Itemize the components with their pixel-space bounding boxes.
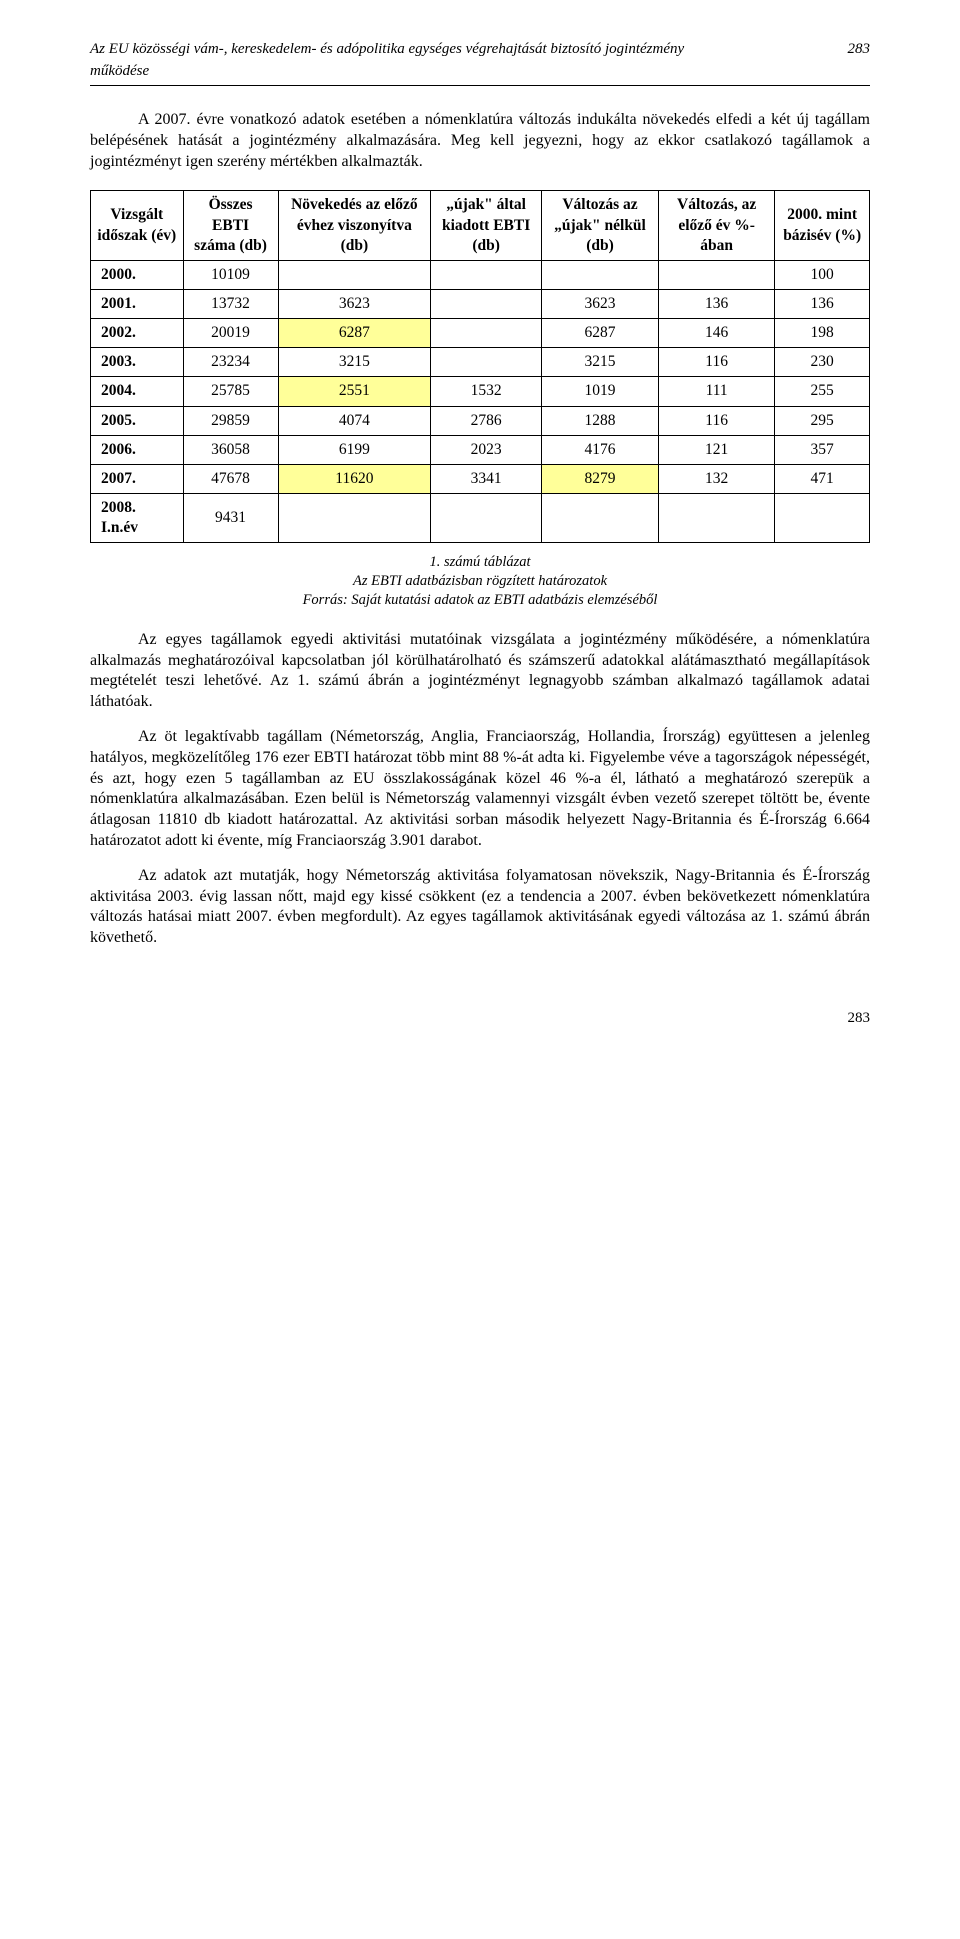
table-cell: 471: [775, 464, 870, 493]
table-cell: 136: [775, 289, 870, 318]
paragraph-1: A 2007. évre vonatkozó adatok esetében a…: [90, 110, 870, 172]
table-cell: [431, 319, 542, 348]
table-cell: [431, 260, 542, 289]
table-cell: [658, 260, 774, 289]
table-row: 2008. I.n.év9431: [91, 493, 870, 542]
header-page-top: 283: [848, 40, 871, 60]
th-growth: Növekedés az előző évhez viszonyítva (db…: [278, 191, 431, 260]
table-cell: 198: [775, 319, 870, 348]
table-cell: 36058: [183, 435, 278, 464]
table-cell: 146: [658, 319, 774, 348]
table-cell: 116: [658, 348, 774, 377]
table-cell: 255: [775, 377, 870, 406]
th-new: „újak" által kiadott EBTI (db): [431, 191, 542, 260]
th-without-new: Változás az „újak" nélkül (db): [542, 191, 659, 260]
table-cell: 2008. I.n.év: [91, 493, 184, 542]
table-cell: 295: [775, 406, 870, 435]
th-pct-prev: Változás, az előző év %-ában: [658, 191, 774, 260]
table-cell: 3215: [278, 348, 431, 377]
table-cell: 23234: [183, 348, 278, 377]
table-row: 2006.36058619920234176121357: [91, 435, 870, 464]
th-total: Összes EBTI száma (db): [183, 191, 278, 260]
table-cell: 29859: [183, 406, 278, 435]
table-cell: [542, 260, 659, 289]
table-cell: 2005.: [91, 406, 184, 435]
table-cell: 1288: [542, 406, 659, 435]
table-cell: 136: [658, 289, 774, 318]
table-cell: 20019: [183, 319, 278, 348]
table-cell: 2023: [431, 435, 542, 464]
table-cell: 10109: [183, 260, 278, 289]
table-cell: 1019: [542, 377, 659, 406]
table-cell: 3623: [542, 289, 659, 318]
table-cell: 2000.: [91, 260, 184, 289]
table-cell: 111: [658, 377, 774, 406]
table-cell: 121: [658, 435, 774, 464]
table-cell: 8279: [542, 464, 659, 493]
table-cell: [658, 493, 774, 542]
paragraph-3: Az öt legaktívabb tagállam (Németország,…: [90, 727, 870, 852]
footer-page-number: 283: [90, 1009, 870, 1029]
table-row: 2004.25785255115321019111255: [91, 377, 870, 406]
table-cell: 2003.: [91, 348, 184, 377]
th-year: Vizsgált időszak (év): [91, 191, 184, 260]
table-cell: [431, 289, 542, 318]
table-cell: 132: [658, 464, 774, 493]
table-cell: [431, 493, 542, 542]
paragraph-4: Az adatok azt mutatják, hogy Németország…: [90, 866, 870, 949]
table-row: 2002.2001962876287146198: [91, 319, 870, 348]
table-cell: 230: [775, 348, 870, 377]
table-cell: 357: [775, 435, 870, 464]
table-row: 2007.476781162033418279132471: [91, 464, 870, 493]
table-cell: 6199: [278, 435, 431, 464]
table-cell: 116: [658, 406, 774, 435]
table-cell: [278, 260, 431, 289]
table-cell: 3623: [278, 289, 431, 318]
table-cell: 4176: [542, 435, 659, 464]
table-cell: 3215: [542, 348, 659, 377]
th-base2000: 2000. mint bázisév (%): [775, 191, 870, 260]
table-cell: 6287: [278, 319, 431, 348]
table-cell: 2002.: [91, 319, 184, 348]
table-header-row: Vizsgált időszak (év) Összes EBTI száma …: [91, 191, 870, 260]
table-cell: [278, 493, 431, 542]
table-cell: 6287: [542, 319, 659, 348]
table-cell: 4074: [278, 406, 431, 435]
table-caption: 1. számú táblázat Az EBTI adatbázisban r…: [90, 553, 870, 610]
table-row: 2003.2323432153215116230: [91, 348, 870, 377]
caption-line2: Az EBTI adatbázisban rögzített határozat…: [353, 573, 607, 589]
table-cell: 3341: [431, 464, 542, 493]
table-cell: [775, 493, 870, 542]
header-title-line1: Az EU közösségi vám-, kereskedelem- és a…: [90, 40, 684, 60]
table-cell: [542, 493, 659, 542]
table-cell: 2001.: [91, 289, 184, 318]
table-cell: 2006.: [91, 435, 184, 464]
caption-line3: Forrás: Saját kutatási adatok az EBTI ad…: [303, 592, 658, 608]
table-cell: 2004.: [91, 377, 184, 406]
table-cell: 2786: [431, 406, 542, 435]
table-row: 2000.10109 100: [91, 260, 870, 289]
table-row: 2005.29859407427861288116295: [91, 406, 870, 435]
header-rule: [90, 85, 870, 86]
table-cell: 11620: [278, 464, 431, 493]
table-cell: 100: [775, 260, 870, 289]
table-cell: 2551: [278, 377, 431, 406]
table-cell: 1532: [431, 377, 542, 406]
table-cell: 9431: [183, 493, 278, 542]
ebti-table: Vizsgált időszak (év) Összes EBTI száma …: [90, 190, 870, 543]
table-row: 2001.1373236233623136136: [91, 289, 870, 318]
table-cell: 25785: [183, 377, 278, 406]
paragraph-2: Az egyes tagállamok egyedi aktivitási mu…: [90, 630, 870, 713]
table-cell: [431, 348, 542, 377]
table-cell: 47678: [183, 464, 278, 493]
table-cell: 2007.: [91, 464, 184, 493]
caption-line1: 1. számú táblázat: [429, 554, 530, 570]
table-cell: 13732: [183, 289, 278, 318]
running-header: Az EU közösségi vám-, kereskedelem- és a…: [90, 40, 870, 60]
header-title-line2: működése: [90, 62, 870, 82]
